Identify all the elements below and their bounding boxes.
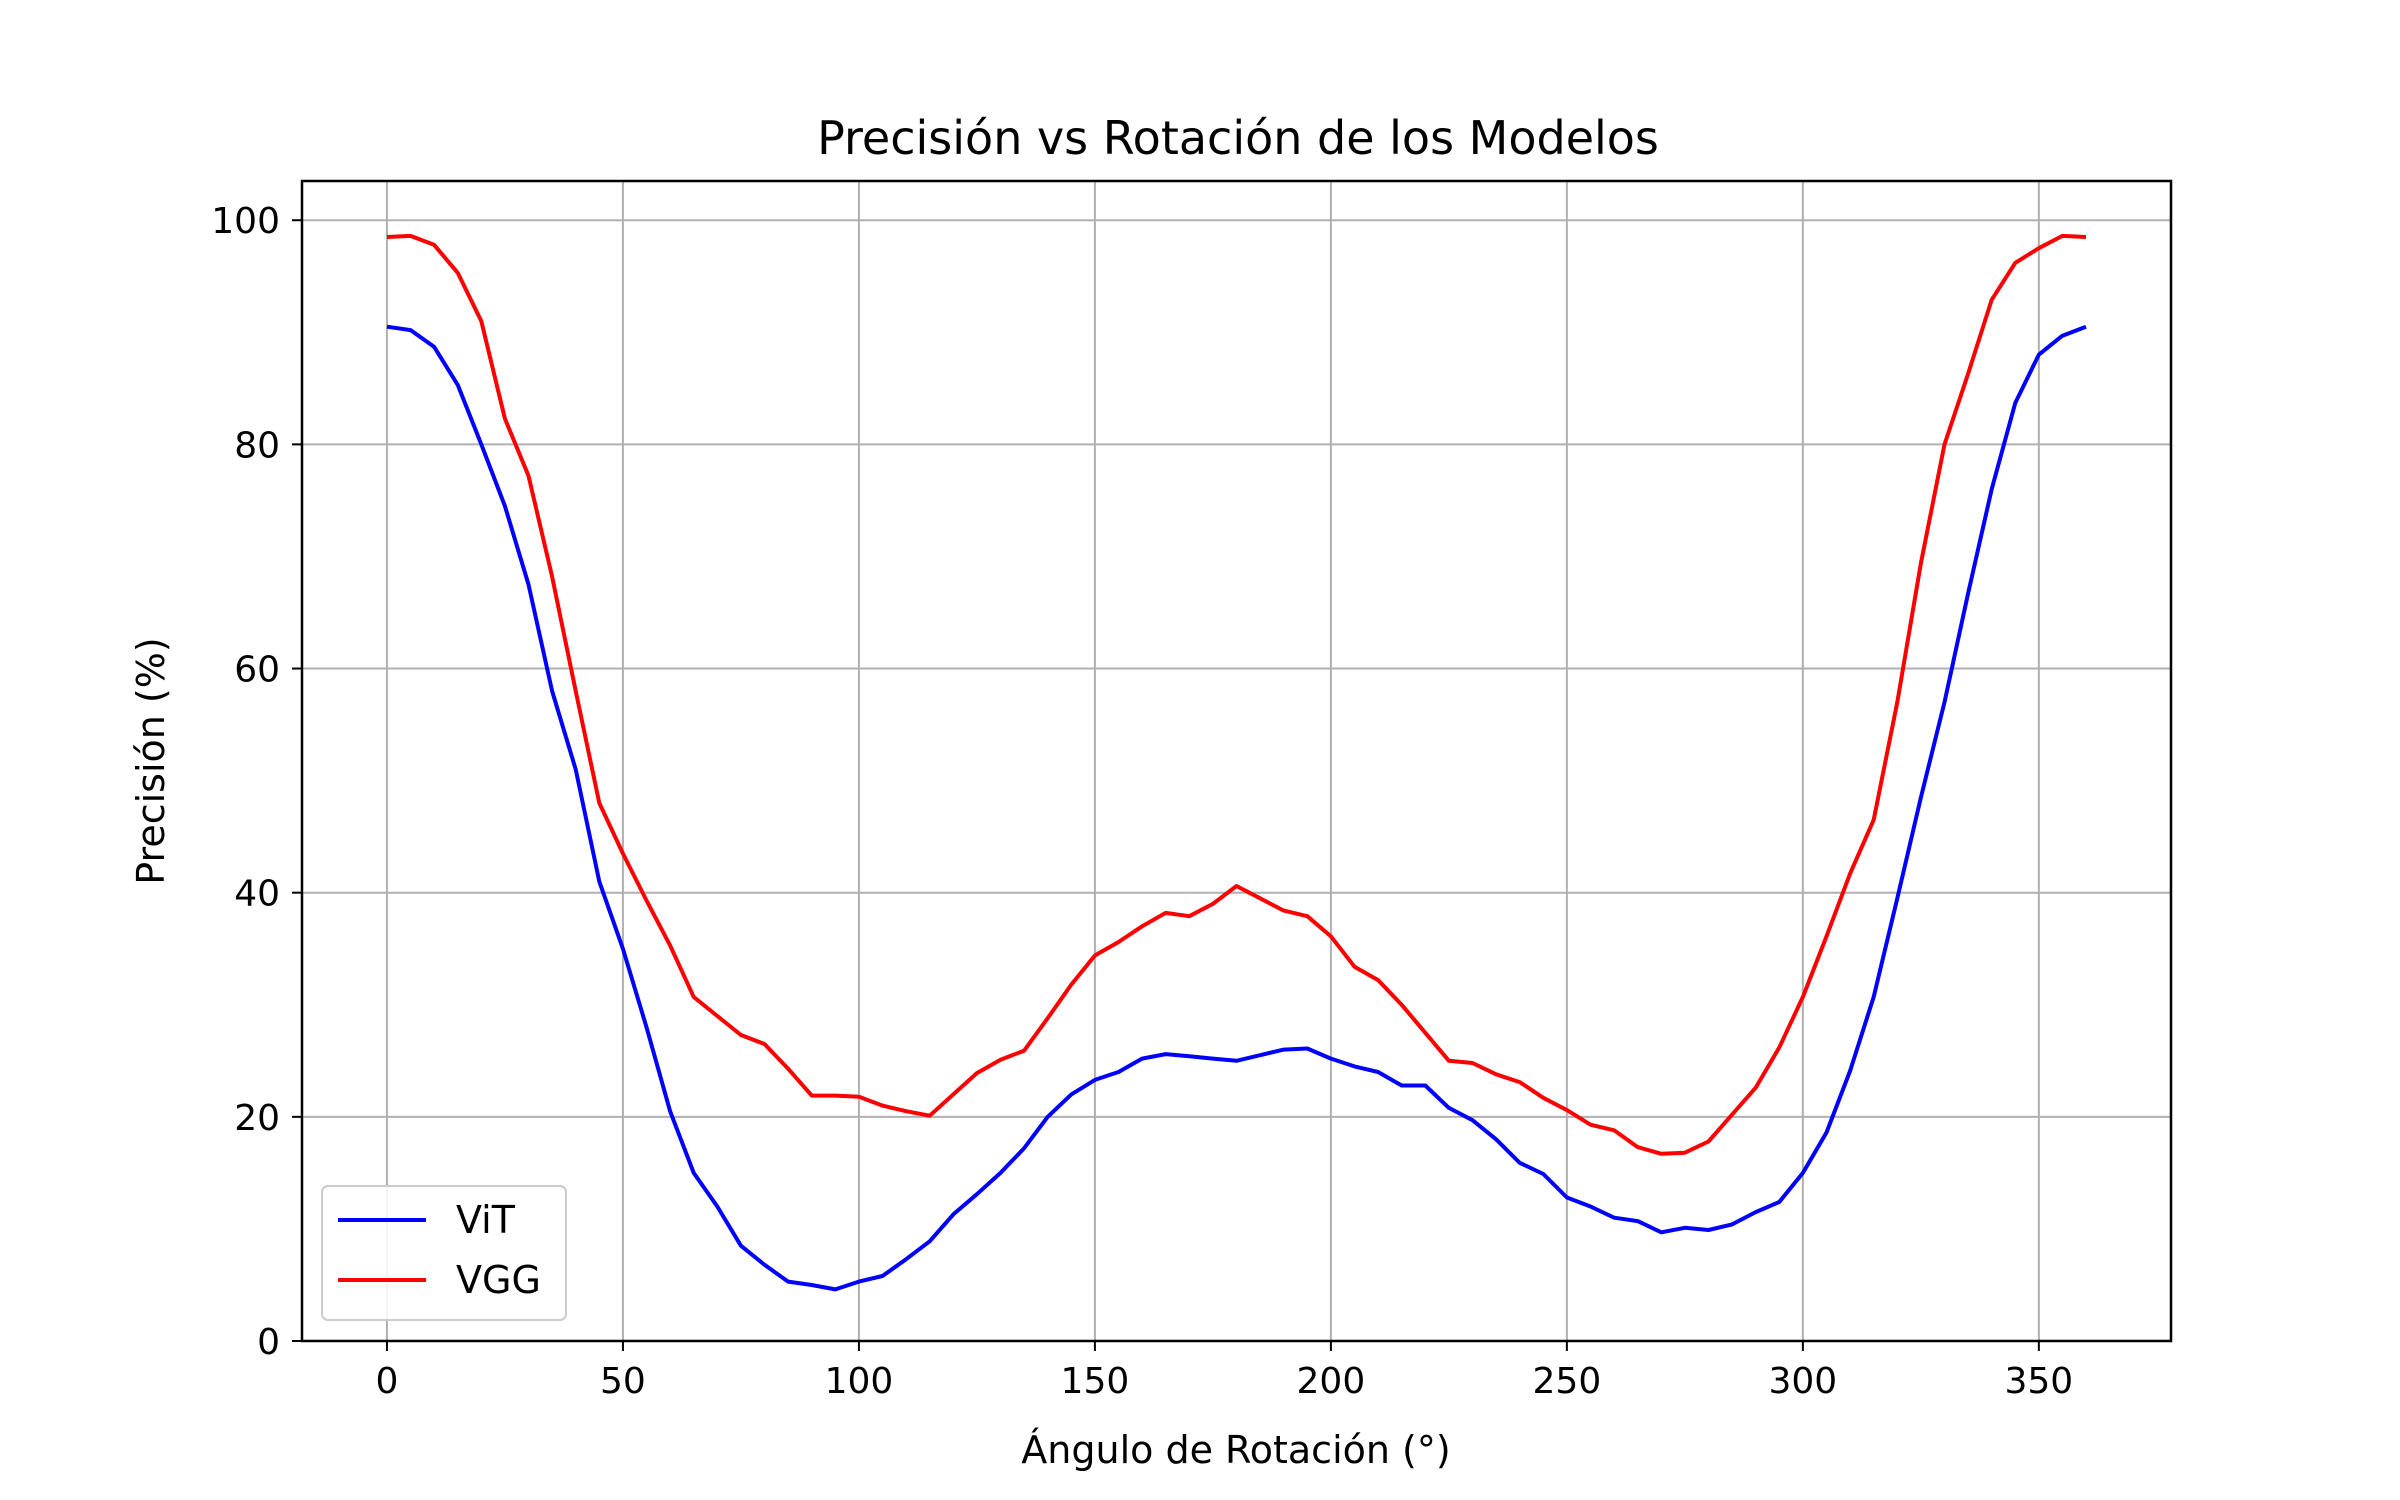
x-tick-label: 350 bbox=[2004, 1361, 2073, 1402]
y-tick-label: 80 bbox=[234, 425, 280, 466]
series-line-vit bbox=[386, 324, 2087, 1292]
legend: ViT VGG bbox=[321, 1185, 567, 1321]
x-tick-label: 300 bbox=[1769, 1361, 1838, 1402]
x-tick-label: 250 bbox=[1533, 1361, 1602, 1402]
x-tick-label: 50 bbox=[600, 1361, 646, 1402]
x-tick-label: 100 bbox=[825, 1361, 894, 1402]
chart-title: Precisión vs Rotación de los Modelos bbox=[817, 111, 1659, 165]
series-line-vgg bbox=[386, 233, 2087, 1156]
legend-label-vgg: VGG bbox=[456, 1258, 541, 1302]
y-axis-label: Precisión (%) bbox=[129, 637, 173, 884]
plot-area-frame bbox=[300, 179, 2173, 1343]
x-tick-label: 0 bbox=[376, 1361, 399, 1402]
grid-lines bbox=[302, 181, 2171, 1342]
y-tick-label: 40 bbox=[234, 874, 280, 915]
axis-ticks: 0 50 100 150 200 250 300 350 0 20 40 60 80 100 bbox=[211, 201, 2073, 1402]
y-tick-label: 100 bbox=[211, 201, 280, 242]
x-tick-label: 150 bbox=[1061, 1361, 1130, 1402]
legend-label-vit: ViT bbox=[456, 1198, 516, 1242]
y-tick-label: 0 bbox=[257, 1322, 280, 1363]
y-tick-label: 20 bbox=[234, 1098, 280, 1139]
x-axis-label: Ángulo de Rotación (°) bbox=[1021, 1428, 1450, 1472]
y-tick-label: 60 bbox=[234, 650, 280, 691]
x-tick-label: 200 bbox=[1297, 1361, 1366, 1402]
series-lines bbox=[386, 233, 2087, 1292]
